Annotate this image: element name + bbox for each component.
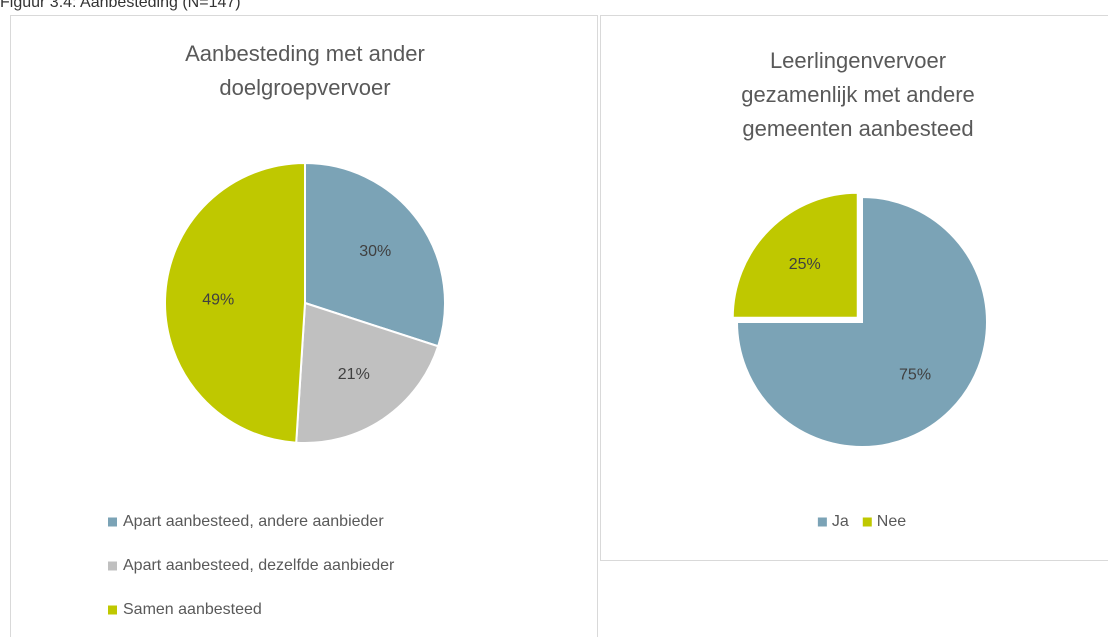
legend-swatch <box>862 517 872 527</box>
chart-title: Leerlingenvervoer gezamenlijk met andere g… <box>741 48 975 141</box>
legend: Ja Nee <box>817 513 906 530</box>
legend-swatch <box>108 605 117 615</box>
data-label: 25% <box>789 256 821 273</box>
legend-label: Ja <box>832 513 849 530</box>
legend-swatch <box>108 517 117 527</box>
legend-swatch <box>108 561 117 571</box>
data-label: 49% <box>202 291 234 308</box>
data-label: 21% <box>338 366 370 383</box>
chart-frame <box>600 15 1108 561</box>
chart-frame <box>10 15 598 637</box>
pie-slice <box>295 301 440 444</box>
pie-slice <box>164 161 306 444</box>
legend-label: Samen aanbesteed <box>123 601 262 618</box>
pie-slice <box>735 195 988 448</box>
legend-swatch <box>817 517 827 527</box>
data-label: 75% <box>899 366 931 383</box>
chart-title: Aanbesteding met ander doelgroepvervoer <box>185 41 425 100</box>
caption: Figuur 3.4: Aanbesteding (N=147) <box>0 0 241 11</box>
data-label: 30% <box>359 243 391 260</box>
pie-slice <box>304 161 446 348</box>
legend-label: Nee <box>877 513 906 530</box>
legend-label: Apart aanbesteed, andere aanbieder <box>123 513 384 530</box>
legend-label: Apart aanbesteed, dezelfde aanbieder <box>123 557 395 574</box>
pie-slice <box>731 191 859 319</box>
